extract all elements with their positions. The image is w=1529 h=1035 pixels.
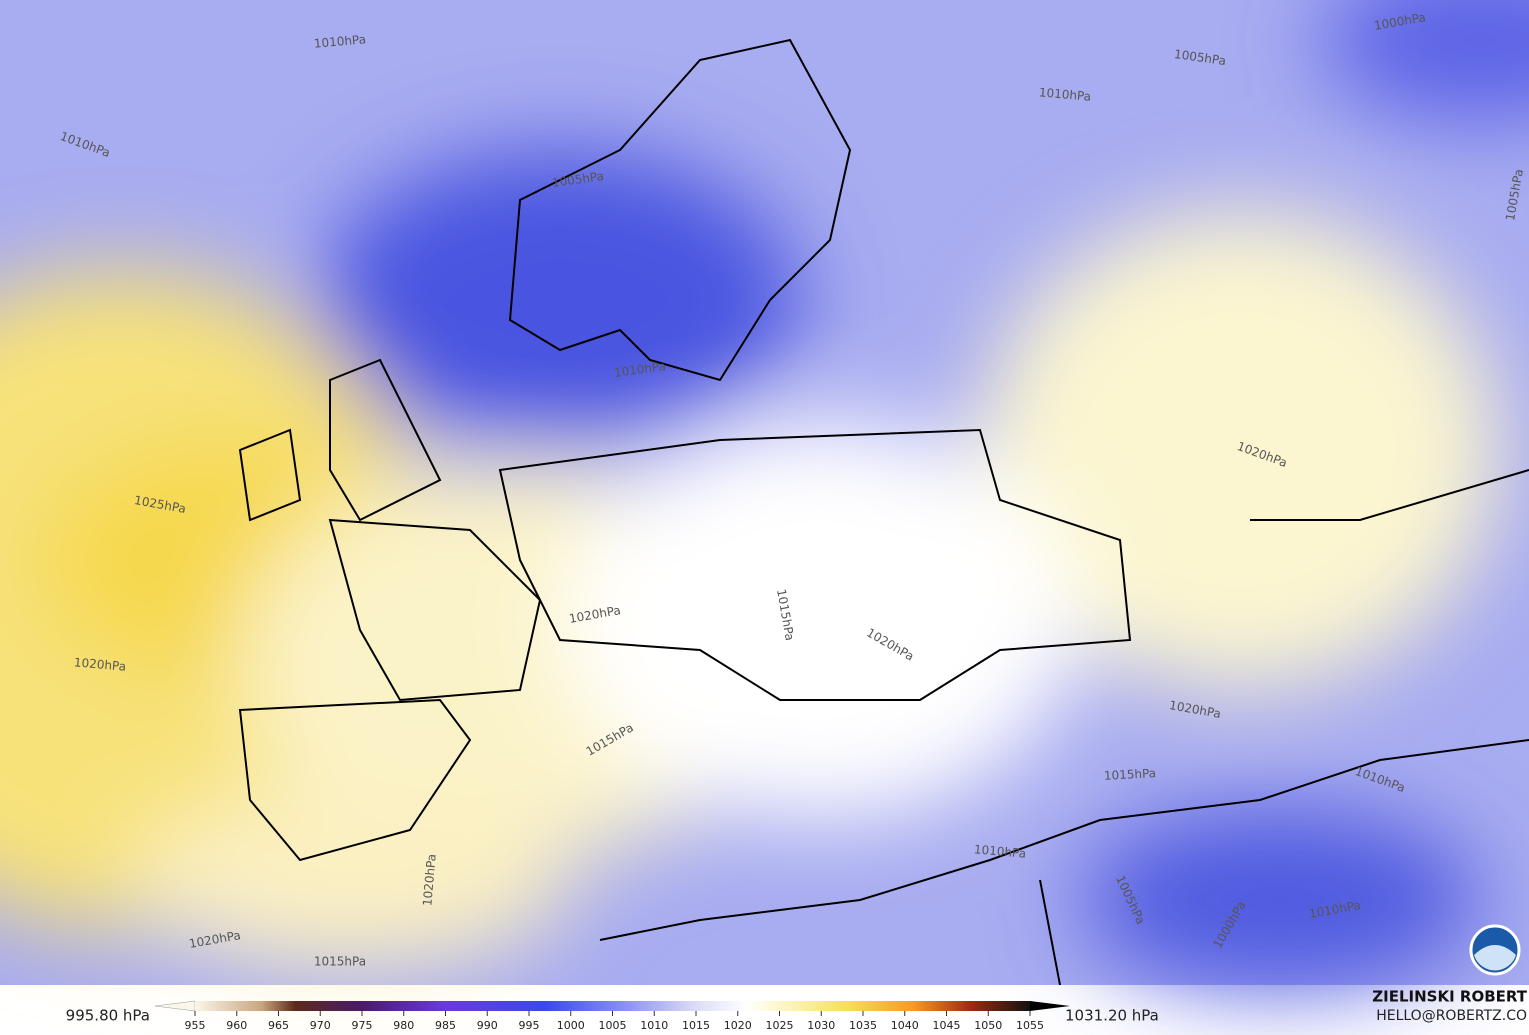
colorbar-tick-label: 960 (226, 1019, 247, 1032)
isobar-label: 1010hPa (1038, 85, 1091, 103)
isobar-label: 1020hPa (73, 655, 126, 673)
colorbar-tick-label: 955 (185, 1019, 206, 1032)
colorbar-tick-label: 1050 (974, 1019, 1002, 1032)
max-label: 1031.20 hPa (1065, 1007, 1159, 1025)
colorbar-tick-label: 1000 (557, 1019, 585, 1032)
colorbar-tick-label: 965 (268, 1019, 289, 1032)
colorbar: 995.80 hPa 1031.20 hPa 955 960 965 970 975 98… (66, 1000, 1159, 1032)
colorbar-tick-label: 990 (477, 1019, 498, 1032)
colorbar-tick-label: 1010 (640, 1019, 668, 1032)
colorbar-tick-label: 970 (310, 1019, 331, 1032)
colorbar-max-arrow (1030, 1001, 1070, 1011)
credit-name: ZIELINSKI ROBERT (1372, 988, 1527, 1006)
pressure-field (0, 0, 1529, 990)
colorbar-tick-label: 975 (352, 1019, 373, 1032)
colorbar-bar (195, 1001, 1030, 1011)
isobar-label: 1015hPa (1104, 766, 1157, 783)
coastlines (238, 38, 1132, 862)
borders (599, 469, 1529, 986)
colorbar-tick-label: 995 (519, 1019, 540, 1032)
colorbar-tick-label: 1045 (933, 1019, 961, 1032)
colorbar-tick-label: 1005 (599, 1019, 627, 1032)
isobar-label: 1015hPa (314, 955, 366, 969)
colorbar-tick-label: 980 (393, 1019, 414, 1032)
noaa-logo (1469, 924, 1521, 976)
colorbar-tick-label: 1035 (849, 1019, 877, 1032)
credit-email: HELLO@ROBERTZ.CO (1376, 1008, 1527, 1024)
isobar-label: 1020hPa (420, 853, 438, 906)
colorbar-tick-label: 1040 (891, 1019, 919, 1032)
colorbar-tick-label: 1030 (807, 1019, 835, 1032)
isobar-label: 1010hPa (313, 32, 366, 50)
min-label: 995.80 hPa (66, 1007, 150, 1025)
colorbar-min-arrow (154, 1000, 196, 1012)
colorbar-tick-label: 985 (435, 1019, 456, 1032)
colorbar-tick-label: 1055 (1016, 1019, 1044, 1032)
colorbar-tick-label: 1015 (682, 1019, 710, 1032)
isobar-label: 1010hPa (973, 842, 1026, 860)
colorbar-tick-label: 1020 (724, 1019, 752, 1032)
colorbar-tick-label: 1025 (766, 1019, 794, 1032)
